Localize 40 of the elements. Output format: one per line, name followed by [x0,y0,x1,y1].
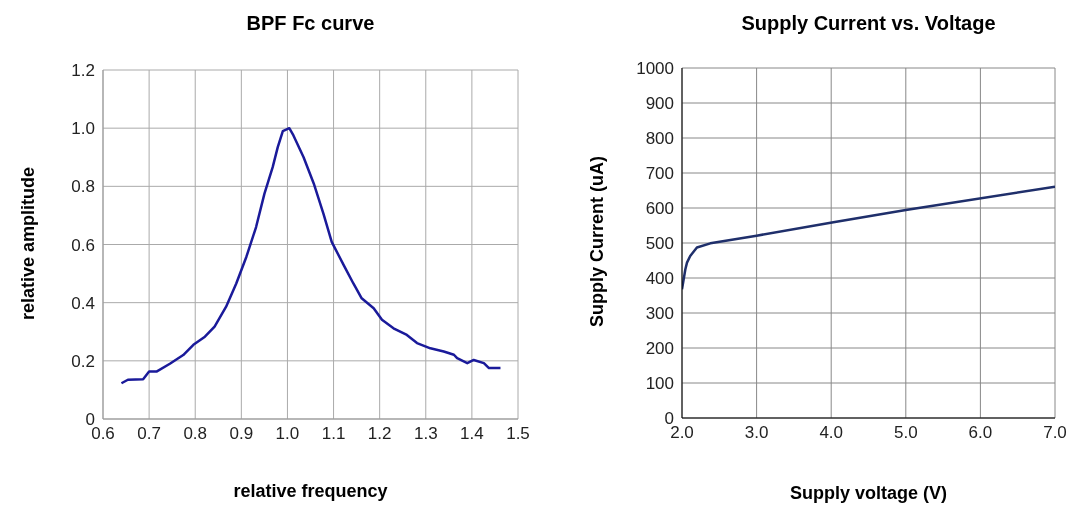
x-tick-label: 0.8 [183,424,208,444]
y-tick-label: 1.2 [71,61,95,81]
x-tick-label: 0.6 [91,424,115,444]
x-tick-label: 1.0 [275,424,300,444]
y-tick-label: 1000 [636,59,674,79]
x-axis-title: relative frequency [232,481,389,502]
x-tick-label: 3.0 [744,423,769,443]
y-tick-label: 500 [645,234,674,254]
x-tick-label: 1.4 [460,424,484,444]
x-tick-label: 0.7 [137,424,161,444]
chart-title: BPF Fc curve [245,12,376,35]
x-tick-label: 2.0 [670,423,694,443]
y-tick-label: 0.2 [71,351,95,371]
x-tick-label: 7.0 [1043,423,1067,443]
y-tick-label: 100 [645,374,674,394]
y-axis-title: relative amplitude [17,165,39,322]
y-axis-title: Supply Current (uA) [586,155,608,329]
line-series [120,126,502,385]
x-tick-label: 1.1 [321,424,346,444]
y-tick-label: 800 [645,129,674,149]
x-tick-label: 1.5 [506,424,530,444]
y-tick-label: 0.4 [71,293,95,313]
y-tick-label: 300 [645,304,674,324]
chart-title: Supply Current vs. Voltage [740,12,997,35]
x-tick-label: 1.3 [413,424,438,444]
y-tick-label: 900 [645,94,674,114]
line-series [682,185,1055,291]
y-tick-label: 600 [645,199,674,219]
y-tick-label: 700 [645,164,674,184]
y-tick-label: 200 [645,339,674,359]
x-tick-label: 4.0 [819,423,844,443]
x-tick-label: 6.0 [968,423,993,443]
y-tick-label: 400 [645,269,674,289]
x-axis-title: Supply voltage (V) [789,483,948,504]
y-tick-label: 1.0 [71,119,95,139]
x-tick-label: 1.2 [367,424,392,444]
x-tick-label: 5.0 [893,423,918,443]
y-tick-label: 0.8 [71,177,95,197]
y-tick-label: 0.6 [71,235,95,255]
x-tick-label: 0.9 [229,424,254,444]
